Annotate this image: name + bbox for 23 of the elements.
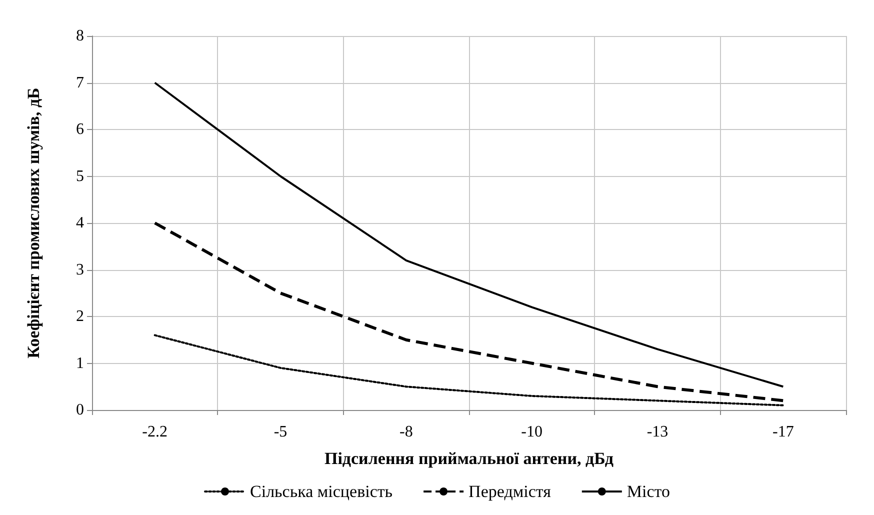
legend-label: Місто	[626, 482, 670, 501]
line-series	[153, 222, 785, 402]
x-tick-label: -5	[274, 424, 288, 440]
x-tick-label: -17	[772, 424, 794, 440]
y-tick-label: 2	[76, 308, 84, 325]
x-tick-label: -10	[521, 424, 542, 440]
x-tick-label: -2.2	[142, 424, 168, 440]
legend-label: Передмістя	[468, 482, 552, 501]
y-tick-label: 4	[76, 214, 84, 232]
y-tick-label: 5	[76, 168, 84, 185]
line-series	[154, 82, 784, 388]
y-tick-label: 8	[76, 28, 84, 44]
line-series	[154, 334, 784, 406]
y-tick-label: 0	[76, 402, 84, 418]
y-tick-label: 1	[76, 354, 84, 372]
y-tick-label: 6	[76, 121, 84, 138]
x-axis-title: Підсилення приймальної антени, дБд	[324, 449, 614, 468]
y-tick-label: 3	[76, 261, 84, 278]
legend-label: Сільська місцевість	[250, 482, 393, 501]
x-tick-label: -13	[646, 424, 668, 440]
y-axis-title: Коефіцієнт промислових шумів, дБ	[24, 88, 43, 358]
y-tick-label: 7	[76, 74, 84, 92]
x-tick-label: -8	[400, 424, 413, 440]
